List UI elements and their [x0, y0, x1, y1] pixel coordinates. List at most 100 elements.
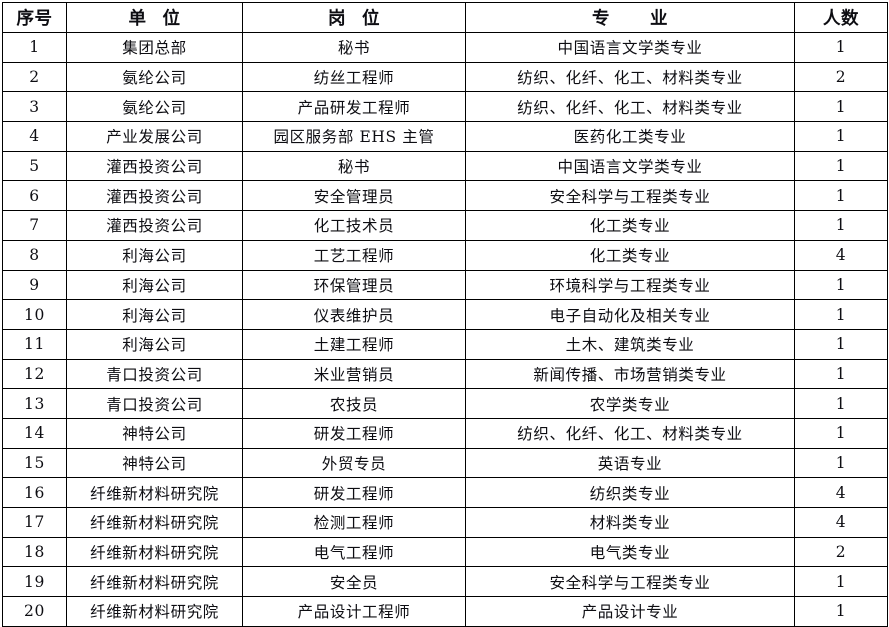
- cell-major: 农学类专业: [465, 388, 795, 419]
- cell-seq: 15: [2, 447, 67, 479]
- cell-post: 米业营销员: [242, 358, 466, 390]
- column-header-count: 人数: [794, 2, 888, 33]
- cell-unit-label: 产业发展公司: [106, 128, 203, 147]
- cell-post-label: 安全员: [329, 573, 379, 592]
- column-header-seq-label: 序号: [16, 9, 53, 29]
- table-row: 20 纤维新材料研究院 产品设计工程师 产品设计专业 1: [2, 596, 888, 627]
- cell-count: 1: [794, 180, 888, 212]
- cell-major-label: 环境科学与工程类专业: [549, 276, 711, 295]
- cell-count-label: 4: [835, 483, 847, 502]
- cell-major: 新闻传播、市场营销类专业: [465, 358, 795, 390]
- cell-post: 产品设计工程师: [242, 596, 466, 627]
- cell-count: 1: [794, 358, 888, 390]
- cell-unit: 青口投资公司: [66, 388, 243, 419]
- cell-count-label: 1: [835, 572, 847, 591]
- cell-unit-label: 青口投资公司: [106, 365, 203, 384]
- cell-major-label: 医药化工类专业: [573, 128, 687, 147]
- cell-seq-label: 16: [24, 483, 45, 502]
- cell-post: 研发工程师: [242, 417, 466, 449]
- cell-unit: 氨纶公司: [66, 61, 243, 93]
- cell-post: 园区服务部 EHS 主管: [242, 121, 466, 152]
- cell-unit: 集团总部: [66, 32, 243, 63]
- cell-post-label: 安全管理员: [313, 187, 395, 206]
- cell-seq-label: 5: [29, 157, 40, 176]
- cell-unit-label: 神特公司: [122, 454, 187, 473]
- cell-major: 安全科学与工程类专业: [465, 180, 795, 212]
- table-row: 8 利海公司 工艺工程师 化工类专业 4: [2, 239, 888, 271]
- cell-post: 秘书: [242, 32, 466, 63]
- cell-major: 医药化工类专业: [465, 121, 795, 152]
- table-body: 1 集团总部 秘书 中国语言文学类专业 1 2 氨纶公司 纺丝工程师 纺织、化纤、化工、材料类专…: [2, 32, 888, 627]
- cell-seq-label: 4: [29, 127, 40, 146]
- cell-post-label: 研发工程师: [313, 425, 395, 444]
- column-header-unit-label-b: 位: [162, 9, 181, 29]
- cell-count-label: 1: [835, 216, 847, 235]
- cell-count: 1: [794, 269, 888, 301]
- cell-unit: 神特公司: [66, 417, 243, 449]
- table-row: 1 集团总部 秘书 中国语言文学类专业 1: [2, 32, 888, 63]
- cell-seq: 6: [2, 180, 67, 212]
- cell-count-label: 1: [835, 38, 847, 57]
- cell-seq: 4: [2, 121, 67, 152]
- column-header-post-label-a: 岗: [328, 9, 346, 29]
- cell-seq-label: 7: [29, 216, 40, 235]
- cell-seq-label: 14: [24, 424, 45, 443]
- cell-seq: 1: [2, 32, 67, 63]
- cell-post: 电气工程师: [242, 536, 466, 568]
- cell-unit-label: 集团总部: [122, 39, 187, 58]
- cell-post-label: 土建工程师: [313, 336, 395, 355]
- cell-count-label: 4: [835, 513, 847, 532]
- cell-major: 化工类专业: [465, 239, 795, 271]
- cell-major-label: 农学类专业: [589, 395, 671, 414]
- cell-major: 纺织、化纤、化工、材料类专业: [465, 61, 795, 93]
- cell-count-label: 1: [835, 335, 847, 354]
- cell-major-label: 电子自动化及相关专业: [549, 306, 711, 325]
- cell-major-label: 纺织、化纤、化工、材料类专业: [517, 425, 743, 444]
- cell-count: 1: [794, 596, 888, 627]
- cell-count: 1: [794, 566, 888, 598]
- cell-post-label: 纺丝工程师: [313, 69, 395, 88]
- cell-post-label: 米业营销员: [313, 365, 395, 384]
- cell-post-label: 秘书: [337, 158, 371, 177]
- column-header-major-label-b: 业: [650, 9, 668, 29]
- cell-post-label: 秘书: [337, 39, 371, 58]
- cell-unit: 纤维新材料研究院: [66, 566, 243, 598]
- cell-post-label: 产品设计工程师: [297, 603, 411, 622]
- cell-count: 1: [794, 32, 888, 63]
- cell-major: 纺织类专业: [465, 477, 795, 508]
- cell-seq: 11: [2, 328, 67, 360]
- cell-seq: 19: [2, 566, 67, 598]
- cell-post-label: 园区服务部 EHS 主管: [273, 128, 435, 147]
- table-row: 16 纤维新材料研究院 研发工程师 纺织类专业 4: [2, 477, 888, 508]
- cell-major: 中国语言文学类专业: [465, 150, 795, 182]
- cell-unit: 纤维新材料研究院: [66, 477, 243, 508]
- cell-seq: 2: [2, 61, 67, 93]
- cell-major: 安全科学与工程类专业: [465, 566, 795, 598]
- cell-unit: 灌西投资公司: [66, 150, 243, 182]
- cell-unit-label: 灌西投资公司: [106, 187, 203, 206]
- cell-seq: 10: [2, 299, 67, 330]
- cell-post-label: 环保管理员: [313, 276, 395, 295]
- cell-major-label: 新闻传播、市场营销类专业: [533, 365, 727, 384]
- cell-post: 产品研发工程师: [242, 91, 466, 123]
- cell-post-label: 检测工程师: [313, 514, 395, 533]
- cell-count-label: 1: [835, 602, 847, 621]
- cell-major-label: 英语专业: [597, 454, 663, 473]
- cell-count-label: 2: [835, 68, 847, 87]
- cell-major: 纺织、化纤、化工、材料类专业: [465, 91, 795, 123]
- cell-major-label: 中国语言文学类专业: [557, 158, 703, 177]
- cell-count-label: 1: [835, 157, 847, 176]
- cell-unit-label: 纤维新材料研究院: [90, 544, 219, 563]
- cell-unit-label: 利海公司: [122, 306, 187, 325]
- cell-major: 土木、建筑类专业: [465, 328, 795, 360]
- column-header-seq: 序号: [2, 2, 67, 33]
- cell-seq-label: 6: [29, 186, 40, 205]
- cell-count: 4: [794, 239, 888, 271]
- cell-major: 化工类专业: [465, 210, 795, 241]
- cell-post-label: 电气工程师: [313, 544, 395, 563]
- cell-count-label: 1: [835, 275, 847, 294]
- cell-count: 2: [794, 536, 888, 568]
- cell-seq: 14: [2, 417, 67, 449]
- cell-seq-label: 9: [29, 275, 40, 294]
